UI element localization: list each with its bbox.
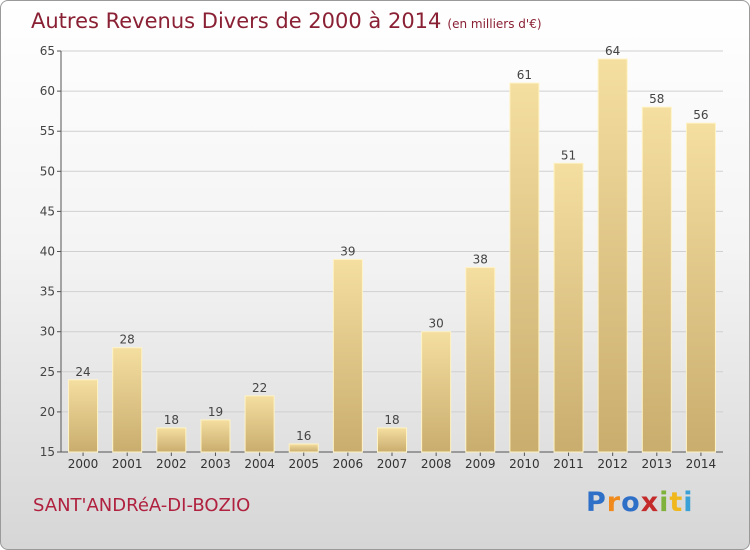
x-tick-label-2008: 2008 bbox=[421, 457, 452, 471]
y-tick-label: 40 bbox=[40, 245, 55, 259]
logo-letter: i bbox=[683, 487, 694, 518]
value-label-2009: 38 bbox=[473, 253, 488, 267]
x-tick-label-2000: 2000 bbox=[68, 457, 99, 471]
title-main: Autres Revenus Divers de 2000 à 2014 bbox=[31, 9, 442, 33]
value-label-2013: 58 bbox=[649, 92, 664, 106]
x-tick-label-2007: 2007 bbox=[377, 457, 408, 471]
y-tick-label: 50 bbox=[40, 164, 55, 178]
y-tick-label: 65 bbox=[40, 44, 55, 58]
bar-2010 bbox=[509, 82, 540, 453]
logo-letter: i bbox=[659, 487, 670, 518]
commune-name: SANT'ANDRéA-DI-BOZIO bbox=[33, 495, 251, 516]
chart-title: Autres Revenus Divers de 2000 à 2014 (en … bbox=[31, 9, 542, 33]
bar-2001 bbox=[112, 347, 143, 453]
x-tick-label-2013: 2013 bbox=[642, 457, 673, 471]
value-label-2007: 18 bbox=[384, 413, 399, 427]
y-tick-label: 55 bbox=[40, 124, 55, 138]
x-tick-label-2009: 2009 bbox=[465, 457, 496, 471]
value-label-2001: 28 bbox=[120, 333, 135, 347]
bar-2007 bbox=[377, 427, 407, 453]
logo-letter: t bbox=[669, 487, 684, 518]
bar-2005 bbox=[288, 443, 319, 453]
x-tick-label-2004: 2004 bbox=[244, 457, 275, 471]
logo-letter: r bbox=[606, 487, 622, 518]
bar-2004 bbox=[244, 395, 275, 453]
bar-2009 bbox=[465, 267, 496, 453]
value-label-2005: 16 bbox=[296, 429, 311, 443]
x-tick-label-2010: 2010 bbox=[509, 457, 540, 471]
x-tick-label-2002: 2002 bbox=[156, 457, 187, 471]
value-label-2008: 30 bbox=[428, 317, 443, 331]
bar-2011 bbox=[553, 162, 584, 453]
y-tick-label: 30 bbox=[40, 325, 55, 339]
value-label-2004: 22 bbox=[252, 381, 267, 395]
value-label-2010: 61 bbox=[517, 68, 532, 82]
y-tick-label: 20 bbox=[40, 405, 55, 419]
bar-2014 bbox=[685, 122, 716, 453]
bar-2002 bbox=[156, 427, 187, 453]
labels: 15 20 25 30 35 40 45 50 55 60 65 24 2000 28 2001 18 2002… bbox=[40, 44, 716, 471]
proxiti-logo[interactable]: Proxiti bbox=[586, 487, 694, 518]
x-tick-label-2003: 2003 bbox=[200, 457, 231, 471]
value-label-2011: 51 bbox=[561, 148, 576, 162]
value-label-2002: 18 bbox=[164, 413, 179, 427]
y-tick-label: 60 bbox=[40, 84, 55, 98]
bars bbox=[68, 58, 716, 453]
value-label-2000: 24 bbox=[75, 365, 90, 379]
bar-2012 bbox=[597, 58, 628, 453]
logo-letter: P bbox=[586, 487, 607, 518]
value-label-2014: 56 bbox=[693, 108, 708, 122]
y-tick-label: 25 bbox=[40, 365, 55, 379]
value-label-2012: 64 bbox=[605, 44, 620, 58]
title-unit: (en milliers d'€) bbox=[447, 17, 542, 31]
logo-letter: x bbox=[640, 487, 660, 518]
value-label-2006: 39 bbox=[340, 245, 355, 259]
logo-letter: o bbox=[621, 487, 641, 518]
y-tick-label: 35 bbox=[40, 285, 55, 299]
y-tick-label: 45 bbox=[40, 204, 55, 218]
bar-2006 bbox=[332, 259, 363, 453]
bar-2000 bbox=[68, 379, 99, 453]
x-tick-label-2005: 2005 bbox=[288, 457, 319, 471]
bar-2003 bbox=[200, 419, 231, 453]
x-tick-label-2001: 2001 bbox=[112, 457, 143, 471]
bar-2013 bbox=[641, 106, 672, 453]
bar-2008 bbox=[421, 331, 452, 453]
x-tick-label-2011: 2011 bbox=[553, 457, 584, 471]
y-tick-label: 15 bbox=[40, 445, 55, 459]
x-tick-label-2012: 2012 bbox=[597, 457, 628, 471]
x-tick-label-2014: 2014 bbox=[686, 457, 717, 471]
value-label-2003: 19 bbox=[208, 405, 223, 419]
x-tick-label-2006: 2006 bbox=[333, 457, 364, 471]
